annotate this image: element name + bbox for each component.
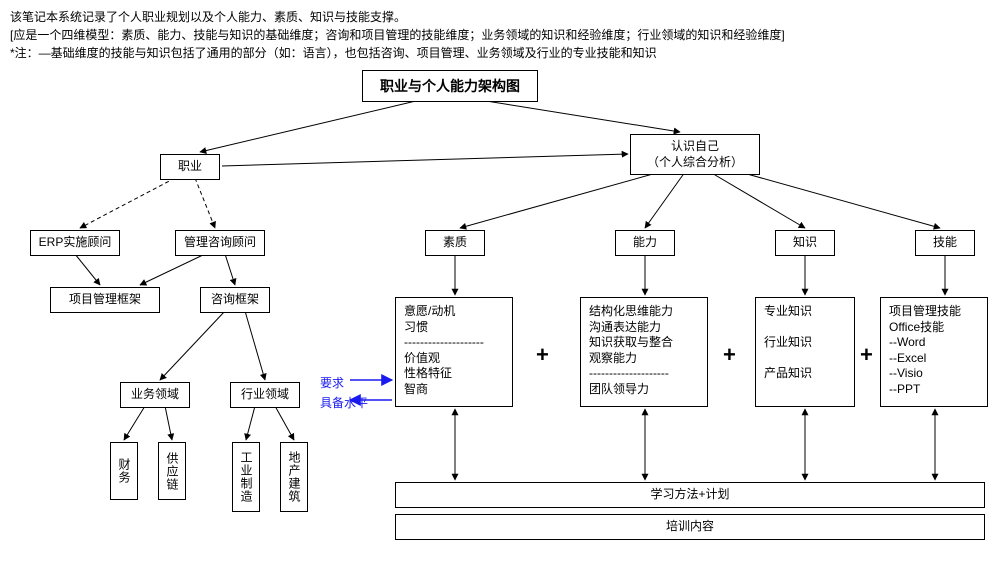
title-node: 职业与个人能力架构图 (362, 70, 538, 102)
jineng-node: 技能 (915, 230, 975, 256)
blue-note-req: 要求 (320, 374, 344, 391)
ind-domain-node: 行业领域 (230, 382, 300, 408)
intro-line1: 该笔记本系统记录了个人职业规划以及个人能力、素质、知识与技能支撑。 (10, 8, 998, 26)
plus-2: + (723, 342, 736, 368)
mfg-node: 工业制造 (232, 442, 260, 512)
career-node: 职业 (160, 154, 220, 180)
self-node: 认识自己 （个人综合分析） (630, 134, 760, 175)
suzhi-node: 素质 (425, 230, 485, 256)
nengli-node: 能力 (615, 230, 675, 256)
supply-node: 供应链 (158, 442, 186, 500)
intro-line3: *注：—基础维度的技能与知识包括了通用的部分（如：语言），也包括咨询、项目管理、… (10, 44, 998, 62)
realestate-node: 地产建筑 (280, 442, 308, 512)
pm-framework-node: 项目管理框架 (50, 287, 160, 313)
blue-note-level: 具备水平 (320, 394, 368, 411)
mgmt-node: 管理咨询顾问 (175, 230, 265, 256)
zhishi-list: 专业知识 行业知识 产品知识 (755, 297, 855, 407)
nengli-list: 结构化思维能力 沟通表达能力 知识获取与整合 观察能力 ------------… (580, 297, 708, 407)
finance-node: 财务 (110, 442, 138, 500)
zhishi-node: 知识 (775, 230, 835, 256)
erp-node: ERP实施顾问 (30, 230, 120, 256)
study-node: 学习方法+计划 (395, 482, 985, 508)
consult-framework-node: 咨询框架 (200, 287, 270, 313)
diagram-canvas: 职业与个人能力架构图 职业 认识自己 （个人综合分析） ERP实施顾问 管理咨询… (0, 62, 1008, 567)
jineng-list: 项目管理技能 Office技能 --Word --Excel --Visio -… (880, 297, 988, 407)
intro-text: 该笔记本系统记录了个人职业规划以及个人能力、素质、知识与技能支撑。 [应是一个四… (10, 8, 998, 62)
suzhi-list: 意愿/动机 习惯 -------------------- 价值观 性格特征 智… (395, 297, 513, 407)
intro-line2: [应是一个四维模型：素质、能力、技能与知识的基础维度；咨询和项目管理的技能维度；… (10, 26, 998, 44)
plus-3: + (860, 342, 873, 368)
biz-domain-node: 业务领域 (120, 382, 190, 408)
training-node: 培训内容 (395, 514, 985, 540)
plus-1: + (536, 342, 549, 368)
